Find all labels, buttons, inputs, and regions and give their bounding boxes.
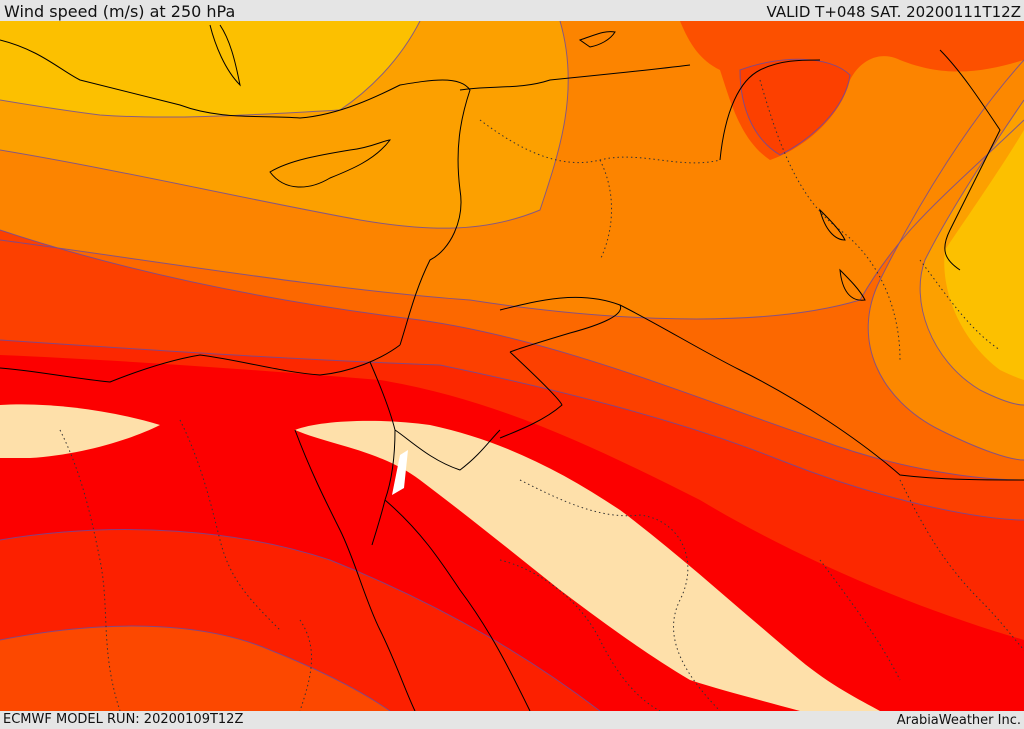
jet-core-west [0,404,160,458]
wind-speed-map [0,21,1024,711]
coastlines [0,24,1024,711]
band-orange-lower [0,626,390,711]
top-bar: Wind speed (m/s) at 250 hPa VALID T+048 … [0,0,1024,21]
band-yellow [0,21,420,118]
border-lines [59,79,1024,711]
bottom-bar: ECMWF MODEL RUN: 20200109T12Z ArabiaWeat… [0,711,1024,729]
band-orange-light-2 [470,21,560,140]
model-run: ECMWF MODEL RUN: 20200109T12Z [3,712,244,727]
band-dark-spot [740,59,850,155]
dead-sea-white [392,450,408,495]
valid-time: VALID T+048 SAT. 20200111T12Z [766,3,1021,21]
credit-label: ArabiaWeather Inc. [896,713,1021,728]
jet-core-main [295,420,880,711]
map-title: Wind speed (m/s) at 250 hPa [4,2,236,21]
